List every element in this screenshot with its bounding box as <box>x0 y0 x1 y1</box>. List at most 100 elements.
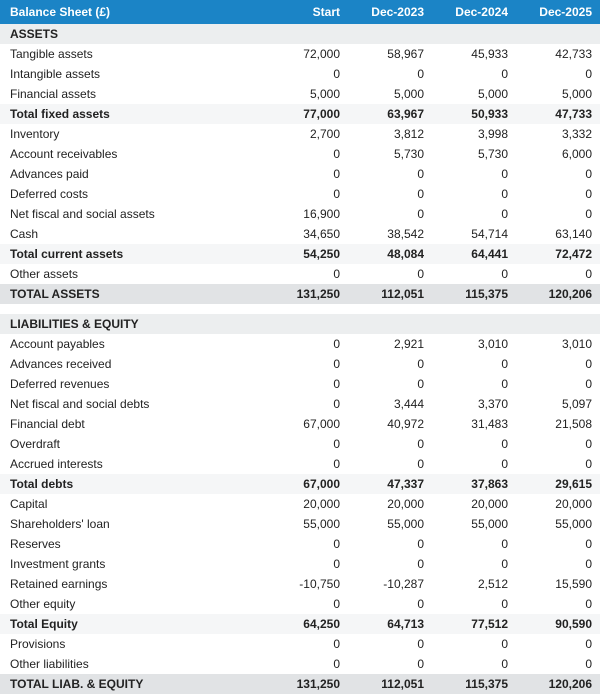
cell-value: 131,250 <box>264 284 348 304</box>
row-label: Intangible assets <box>0 64 264 84</box>
cell-value: 0 <box>348 554 432 574</box>
cell-value: 0 <box>432 534 516 554</box>
cell-value: 0 <box>348 374 432 394</box>
row-label: Advances received <box>0 354 264 374</box>
cell-value: 2,700 <box>264 124 348 144</box>
cell-value: 64,441 <box>432 244 516 264</box>
cell-value: 0 <box>516 264 600 284</box>
cell-value: 0 <box>516 64 600 84</box>
cell-value: 0 <box>264 354 348 374</box>
cell-value: 5,000 <box>432 84 516 104</box>
cell-value: 0 <box>516 594 600 614</box>
cell-value: 0 <box>516 654 600 674</box>
cell-value: 0 <box>264 594 348 614</box>
cell-value: 58,967 <box>348 44 432 64</box>
row-label: Other assets <box>0 264 264 284</box>
cell-value: 64,250 <box>264 614 348 634</box>
cell-value: 20,000 <box>348 494 432 514</box>
cell-value: 5,730 <box>348 144 432 164</box>
table-row: Net fiscal and social debts03,4443,3705,… <box>0 394 600 414</box>
table-row: Financial debt67,00040,97231,48321,508 <box>0 414 600 434</box>
cell-value: 77,000 <box>264 104 348 124</box>
row-label: TOTAL ASSETS <box>0 284 264 304</box>
cell-value: 48,084 <box>348 244 432 264</box>
cell-value: 0 <box>264 454 348 474</box>
table-row: Cash34,65038,54254,71463,140 <box>0 224 600 244</box>
cell-value: 0 <box>516 534 600 554</box>
cell-value: 67,000 <box>264 474 348 494</box>
cell-value: 21,508 <box>516 414 600 434</box>
cell-value: 34,650 <box>264 224 348 244</box>
row-label: Total Equity <box>0 614 264 634</box>
cell-value: 3,010 <box>516 334 600 354</box>
balance-sheet-table: Balance Sheet (£) Start Dec-2023 Dec-202… <box>0 0 600 694</box>
cell-value: 0 <box>432 164 516 184</box>
cell-value: 0 <box>432 354 516 374</box>
cell-value: 0 <box>264 164 348 184</box>
row-label: Accrued interests <box>0 454 264 474</box>
table-title: Balance Sheet (£) <box>0 0 264 24</box>
cell-value: 2,512 <box>432 574 516 594</box>
table-row: Advances received0000 <box>0 354 600 374</box>
table-row: Account payables02,9213,0103,010 <box>0 334 600 354</box>
cell-value: 42,733 <box>516 44 600 64</box>
cell-value: 131,250 <box>264 674 348 694</box>
cell-value: 29,615 <box>516 474 600 494</box>
cell-value: 0 <box>348 264 432 284</box>
cell-value: 47,337 <box>348 474 432 494</box>
cell-value: 0 <box>516 184 600 204</box>
cell-value: 63,967 <box>348 104 432 124</box>
cell-value: 54,714 <box>432 224 516 244</box>
cell-value: 112,051 <box>348 284 432 304</box>
cell-value: 120,206 <box>516 674 600 694</box>
cell-value: 5,730 <box>432 144 516 164</box>
row-label: Reserves <box>0 534 264 554</box>
cell-value: 16,900 <box>264 204 348 224</box>
cell-value: 0 <box>432 264 516 284</box>
cell-value: 0 <box>516 164 600 184</box>
cell-value: 0 <box>264 654 348 674</box>
cell-value: 115,375 <box>432 674 516 694</box>
section-header-row: LIABILITIES & EQUITY <box>0 314 600 334</box>
row-label: Account payables <box>0 334 264 354</box>
row-label: Net fiscal and social assets <box>0 204 264 224</box>
cell-value: 47,733 <box>516 104 600 124</box>
cell-value: 0 <box>432 654 516 674</box>
cell-value: 5,097 <box>516 394 600 414</box>
grand-total-row: TOTAL LIAB. & EQUITY131,250112,051115,37… <box>0 674 600 694</box>
cell-value: 2,921 <box>348 334 432 354</box>
table-row: Deferred revenues0000 <box>0 374 600 394</box>
row-label: Shareholders' loan <box>0 514 264 534</box>
cell-value: 3,370 <box>432 394 516 414</box>
row-label: Advances paid <box>0 164 264 184</box>
cell-value: 0 <box>264 334 348 354</box>
subtotal-row: Total fixed assets77,00063,96750,93347,7… <box>0 104 600 124</box>
row-label: Account receivables <box>0 144 264 164</box>
table-row: Net fiscal and social assets16,900000 <box>0 204 600 224</box>
cell-value: 0 <box>516 204 600 224</box>
cell-value: 31,483 <box>432 414 516 434</box>
cell-value: 0 <box>264 434 348 454</box>
cell-value: 0 <box>348 354 432 374</box>
row-label: Other liabilities <box>0 654 264 674</box>
cell-value: 0 <box>516 454 600 474</box>
blank-row <box>0 304 600 314</box>
cell-value: 3,444 <box>348 394 432 414</box>
cell-value: 0 <box>264 144 348 164</box>
cell-value: 20,000 <box>264 494 348 514</box>
row-label: Retained earnings <box>0 574 264 594</box>
cell-value: -10,287 <box>348 574 432 594</box>
cell-value: 0 <box>348 164 432 184</box>
cell-value: 5,000 <box>264 84 348 104</box>
table-header-row: Balance Sheet (£) Start Dec-2023 Dec-202… <box>0 0 600 24</box>
cell-value: 55,000 <box>432 514 516 534</box>
cell-value: 67,000 <box>264 414 348 434</box>
cell-value: 20,000 <box>516 494 600 514</box>
cell-value: 0 <box>432 634 516 654</box>
section-label: ASSETS <box>0 24 600 44</box>
cell-value: 0 <box>516 374 600 394</box>
table-row: Accrued interests0000 <box>0 454 600 474</box>
table-row: Reserves0000 <box>0 534 600 554</box>
cell-value: 50,933 <box>432 104 516 124</box>
row-label: Financial debt <box>0 414 264 434</box>
